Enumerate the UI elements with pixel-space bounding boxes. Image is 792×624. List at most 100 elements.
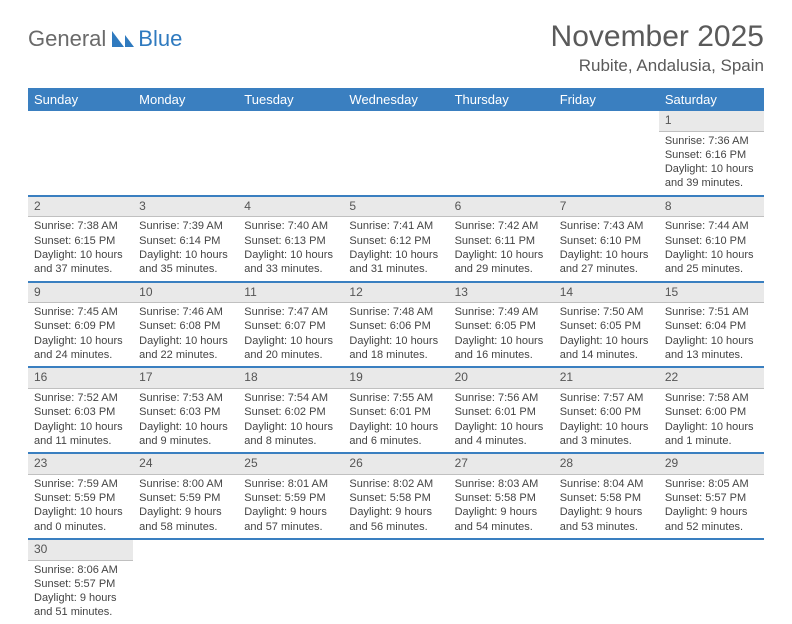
calendar-week-row: 9Sunrise: 7:45 AMSunset: 6:09 PMDaylight… xyxy=(28,282,764,368)
calendar-day-cell: 18Sunrise: 7:54 AMSunset: 6:02 PMDayligh… xyxy=(238,367,343,453)
daylight-line2: and 1 minute. xyxy=(665,434,758,448)
day-body: Sunrise: 7:59 AMSunset: 5:59 PMDaylight:… xyxy=(28,475,133,538)
daylight-line1: Daylight: 9 hours xyxy=(244,505,337,519)
day-number: 7 xyxy=(554,197,659,218)
day-number: 29 xyxy=(659,454,764,475)
day-number: 13 xyxy=(449,283,554,304)
daylight-line1: Daylight: 10 hours xyxy=(349,420,442,434)
daylight-line2: and 37 minutes. xyxy=(34,262,127,276)
sunrise-text: Sunrise: 7:47 AM xyxy=(244,305,337,319)
calendar-day-cell: 28Sunrise: 8:04 AMSunset: 5:58 PMDayligh… xyxy=(554,453,659,539)
sunrise-text: Sunrise: 7:48 AM xyxy=(349,305,442,319)
calendar-week-row: 23Sunrise: 7:59 AMSunset: 5:59 PMDayligh… xyxy=(28,453,764,539)
day-number: 18 xyxy=(238,368,343,389)
daylight-line1: Daylight: 10 hours xyxy=(244,248,337,262)
weekday-header: Wednesday xyxy=(343,88,448,111)
day-body: Sunrise: 7:55 AMSunset: 6:01 PMDaylight:… xyxy=(343,389,448,452)
sunrise-text: Sunrise: 7:43 AM xyxy=(560,219,653,233)
calendar-day-cell: 21Sunrise: 7:57 AMSunset: 6:00 PMDayligh… xyxy=(554,367,659,453)
day-body: Sunrise: 7:40 AMSunset: 6:13 PMDaylight:… xyxy=(238,217,343,280)
daylight-line2: and 56 minutes. xyxy=(349,520,442,534)
calendar-day-cell: 10Sunrise: 7:46 AMSunset: 6:08 PMDayligh… xyxy=(133,282,238,368)
page-header: General Blue November 2025 Rubite, Andal… xyxy=(28,20,764,76)
day-number: 15 xyxy=(659,283,764,304)
day-body: Sunrise: 7:36 AMSunset: 6:16 PMDaylight:… xyxy=(659,132,764,195)
calendar-empty-cell xyxy=(238,111,343,196)
daylight-line1: Daylight: 9 hours xyxy=(34,591,127,605)
sunset-text: Sunset: 6:09 PM xyxy=(34,319,127,333)
daylight-line1: Daylight: 10 hours xyxy=(349,334,442,348)
daylight-line2: and 51 minutes. xyxy=(34,605,127,619)
calendar-empty-cell xyxy=(133,111,238,196)
sunset-text: Sunset: 6:03 PM xyxy=(139,405,232,419)
calendar-day-cell: 13Sunrise: 7:49 AMSunset: 6:05 PMDayligh… xyxy=(449,282,554,368)
day-number: 4 xyxy=(238,197,343,218)
day-body: Sunrise: 7:53 AMSunset: 6:03 PMDaylight:… xyxy=(133,389,238,452)
sunrise-text: Sunrise: 7:58 AM xyxy=(665,391,758,405)
daylight-line1: Daylight: 10 hours xyxy=(455,334,548,348)
weekday-header: Monday xyxy=(133,88,238,111)
calendar-day-cell: 19Sunrise: 7:55 AMSunset: 6:01 PMDayligh… xyxy=(343,367,448,453)
calendar-empty-cell xyxy=(343,111,448,196)
calendar-day-cell: 20Sunrise: 7:56 AMSunset: 6:01 PMDayligh… xyxy=(449,367,554,453)
daylight-line1: Daylight: 9 hours xyxy=(560,505,653,519)
calendar-body: 1Sunrise: 7:36 AMSunset: 6:16 PMDaylight… xyxy=(28,111,764,624)
daylight-line1: Daylight: 9 hours xyxy=(455,505,548,519)
calendar-day-cell: 15Sunrise: 7:51 AMSunset: 6:04 PMDayligh… xyxy=(659,282,764,368)
day-body: Sunrise: 7:48 AMSunset: 6:06 PMDaylight:… xyxy=(343,303,448,366)
calendar-day-cell: 25Sunrise: 8:01 AMSunset: 5:59 PMDayligh… xyxy=(238,453,343,539)
sunrise-text: Sunrise: 7:36 AM xyxy=(665,134,758,148)
daylight-line2: and 22 minutes. xyxy=(139,348,232,362)
sunset-text: Sunset: 6:02 PM xyxy=(244,405,337,419)
daylight-line2: and 52 minutes. xyxy=(665,520,758,534)
calendar-day-cell: 17Sunrise: 7:53 AMSunset: 6:03 PMDayligh… xyxy=(133,367,238,453)
daylight-line1: Daylight: 9 hours xyxy=(349,505,442,519)
daylight-line2: and 35 minutes. xyxy=(139,262,232,276)
sunrise-text: Sunrise: 8:06 AM xyxy=(34,563,127,577)
sunrise-text: Sunrise: 8:00 AM xyxy=(139,477,232,491)
sunset-text: Sunset: 5:57 PM xyxy=(665,491,758,505)
day-number: 11 xyxy=(238,283,343,304)
daylight-line1: Daylight: 10 hours xyxy=(244,420,337,434)
weekday-header-row: SundayMondayTuesdayWednesdayThursdayFrid… xyxy=(28,88,764,111)
sunset-text: Sunset: 5:58 PM xyxy=(560,491,653,505)
sunset-text: Sunset: 6:05 PM xyxy=(455,319,548,333)
calendar-day-cell: 6Sunrise: 7:42 AMSunset: 6:11 PMDaylight… xyxy=(449,196,554,282)
daylight-line1: Daylight: 10 hours xyxy=(349,248,442,262)
daylight-line1: Daylight: 10 hours xyxy=(34,334,127,348)
daylight-line2: and 0 minutes. xyxy=(34,520,127,534)
day-number: 12 xyxy=(343,283,448,304)
sunset-text: Sunset: 6:01 PM xyxy=(349,405,442,419)
daylight-line2: and 8 minutes. xyxy=(244,434,337,448)
calendar-empty-cell xyxy=(554,539,659,624)
daylight-line2: and 57 minutes. xyxy=(244,520,337,534)
day-number: 17 xyxy=(133,368,238,389)
sail-icon xyxy=(110,29,136,49)
calendar-day-cell: 27Sunrise: 8:03 AMSunset: 5:58 PMDayligh… xyxy=(449,453,554,539)
sunrise-text: Sunrise: 7:42 AM xyxy=(455,219,548,233)
calendar-week-row: 1Sunrise: 7:36 AMSunset: 6:16 PMDaylight… xyxy=(28,111,764,196)
sunrise-text: Sunrise: 7:54 AM xyxy=(244,391,337,405)
weekday-header: Tuesday xyxy=(238,88,343,111)
day-body: Sunrise: 7:54 AMSunset: 6:02 PMDaylight:… xyxy=(238,389,343,452)
calendar-empty-cell xyxy=(659,539,764,624)
sunrise-text: Sunrise: 7:45 AM xyxy=(34,305,127,319)
sunset-text: Sunset: 6:00 PM xyxy=(560,405,653,419)
brand-part2: Blue xyxy=(138,26,182,52)
sunrise-text: Sunrise: 7:41 AM xyxy=(349,219,442,233)
day-body: Sunrise: 7:58 AMSunset: 6:00 PMDaylight:… xyxy=(659,389,764,452)
weekday-header: Saturday xyxy=(659,88,764,111)
day-number: 26 xyxy=(343,454,448,475)
daylight-line1: Daylight: 10 hours xyxy=(665,162,758,176)
daylight-line2: and 33 minutes. xyxy=(244,262,337,276)
day-number: 1 xyxy=(659,111,764,132)
sunrise-text: Sunrise: 8:01 AM xyxy=(244,477,337,491)
day-number: 27 xyxy=(449,454,554,475)
calendar-day-cell: 16Sunrise: 7:52 AMSunset: 6:03 PMDayligh… xyxy=(28,367,133,453)
calendar-day-cell: 9Sunrise: 7:45 AMSunset: 6:09 PMDaylight… xyxy=(28,282,133,368)
day-body: Sunrise: 8:01 AMSunset: 5:59 PMDaylight:… xyxy=(238,475,343,538)
location-text: Rubite, Andalusia, Spain xyxy=(551,56,764,76)
daylight-line1: Daylight: 10 hours xyxy=(139,334,232,348)
sunset-text: Sunset: 6:03 PM xyxy=(34,405,127,419)
calendar-day-cell: 26Sunrise: 8:02 AMSunset: 5:58 PMDayligh… xyxy=(343,453,448,539)
